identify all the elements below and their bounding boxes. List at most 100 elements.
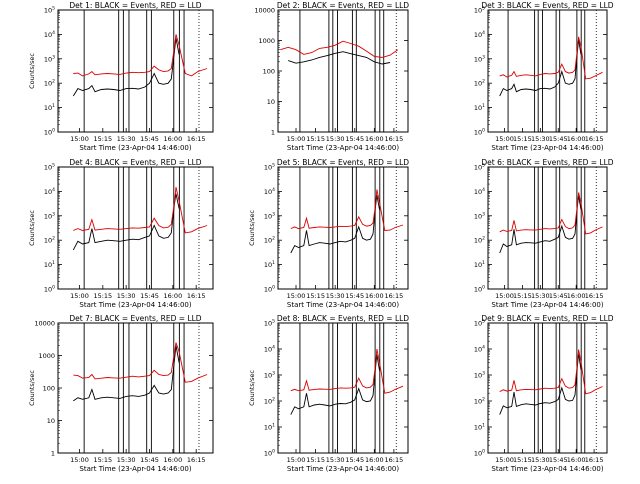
panel-title: Det 1: BLACK = Events, RED = LLD [69, 1, 201, 10]
panel-2: Det 2: BLACK = Events, RED = LLD 1 10 100 10… [254, 1, 409, 152]
x-tick-label: 16:15 [585, 292, 604, 300]
y-tick-label: 10000 [34, 320, 55, 328]
y-tick-label: 101 [474, 423, 485, 432]
y-tick-label: 100 [264, 449, 275, 458]
plot-frame [57, 322, 214, 454]
y-tick-label: 102 [474, 397, 485, 406]
y-tick-label: 101 [264, 260, 275, 269]
y-tick-label: 103 [474, 371, 485, 380]
y-tick-label: 100 [264, 285, 275, 294]
x-tick-label: 16:00 [365, 456, 384, 464]
x-tick-label: 15:45 [345, 292, 364, 300]
y-tick-label: 1000 [258, 37, 275, 45]
plot-frame [487, 322, 608, 454]
x-axis-label: Start Time (23-Apr-04 14:46:00) [491, 465, 603, 473]
series-line-events [499, 39, 582, 97]
y-tick-label: 10000 [254, 7, 275, 15]
y-tick-label: 100 [474, 128, 485, 137]
y-tick-label: 102 [264, 397, 275, 406]
x-tick-label: 15:45 [549, 135, 568, 143]
y-tick-label: 102 [44, 79, 55, 88]
y-tick-label: 104 [264, 345, 275, 354]
x-tick-label: 16:15 [585, 135, 604, 143]
y-tick-label: 101 [44, 260, 55, 269]
x-tick-label: 15:00 [287, 456, 306, 464]
y-axis-label: Counts/sec [28, 370, 36, 406]
y-tick-label: 103 [474, 211, 485, 220]
plot-frame [487, 9, 608, 133]
series-line-lld [280, 40, 399, 58]
x-tick-label: 15:00 [70, 135, 89, 143]
series-line-lld [73, 187, 208, 234]
series-line-lld [499, 36, 603, 80]
y-tick-label: 100 [263, 68, 275, 76]
y-tick-label: 1000 [38, 352, 55, 360]
panel-9: Det 9: BLACK = Events, RED = LLD 100 101 10… [474, 314, 614, 473]
y-tick-label: 105 [474, 6, 485, 15]
x-tick-label: 15:15 [513, 292, 532, 300]
panel-8: Det 8: BLACK = Events, RED = LLD 100 101 10… [248, 314, 409, 473]
plot-frame [277, 166, 409, 290]
panel-7: Det 7: BLACK = Events, RED = LLD 1 10 100 10… [28, 314, 214, 473]
x-tick-label: 16:00 [163, 456, 182, 464]
series-line-lld [290, 189, 404, 231]
panel-4: Det 4: BLACK = Events, RED = LLD 100 101 10… [28, 158, 214, 309]
y-tick-label: 105 [44, 163, 55, 172]
x-tick-label: 15:00 [495, 135, 514, 143]
series-line-lld [73, 342, 208, 383]
series-line-events [72, 193, 180, 251]
x-tick-label: 15:15 [93, 456, 112, 464]
x-tick-label: 16:00 [365, 292, 384, 300]
y-axis-label: Counts/sec [248, 370, 256, 406]
x-tick-label: 15:15 [306, 292, 325, 300]
y-tick-label: 10 [47, 417, 55, 425]
x-tick-label: 15:30 [531, 135, 550, 143]
panel-title: Det 7: BLACK = Events, RED = LLD [69, 314, 201, 323]
panel-title: Det 5: BLACK = Events, RED = LLD [277, 158, 409, 167]
plot-frame [57, 9, 214, 133]
y-tick-label: 1 [51, 450, 55, 458]
x-tick-label: 15:30 [326, 456, 345, 464]
x-tick-label: 15:30 [117, 292, 136, 300]
plot-frame [487, 166, 608, 290]
series-line-lld [290, 348, 404, 394]
y-tick-label: 100 [43, 385, 55, 393]
y-tick-label: 102 [264, 236, 275, 245]
x-tick-label: 15:30 [531, 292, 550, 300]
x-tick-label: 15:30 [531, 456, 550, 464]
x-tick-label: 15:00 [287, 292, 306, 300]
x-axis-label: Start Time (23-Apr-04 14:46:00) [491, 301, 603, 309]
panel-title: Det 8: BLACK = Events, RED = LLD [277, 314, 409, 323]
x-tick-label: 16:15 [585, 456, 604, 464]
y-tick-label: 104 [474, 30, 485, 39]
x-tick-label: 16:15 [385, 456, 404, 464]
y-tick-label: 105 [264, 319, 275, 328]
x-axis-label: Start Time (23-Apr-04 14:46:00) [287, 465, 399, 473]
x-tick-label: 15:00 [287, 135, 306, 143]
y-axis-label: Counts/sec [28, 53, 36, 89]
x-tick-label: 16:00 [567, 456, 586, 464]
x-tick-label: 15:00 [495, 292, 514, 300]
x-tick-label: 16:15 [187, 456, 206, 464]
panel-title: Det 9: BLACK = Events, RED = LLD [481, 314, 613, 323]
y-tick-label: 100 [44, 128, 55, 137]
panel-title: Det 3: BLACK = Events, RED = LLD [481, 1, 613, 10]
x-axis-label: Start Time (23-Apr-04 14:46:00) [79, 301, 191, 309]
panel-title: Det 6: BLACK = Events, RED = LLD [481, 158, 613, 167]
x-axis-label: Start Time (23-Apr-04 14:46:00) [79, 144, 191, 152]
x-tick-label: 15:30 [117, 456, 136, 464]
y-tick-label: 105 [264, 163, 275, 172]
x-tick-label: 15:15 [513, 456, 532, 464]
x-tick-label: 15:30 [326, 135, 345, 143]
series-line-events [290, 354, 380, 415]
y-tick-label: 104 [474, 187, 485, 196]
panel-5: Det 5: BLACK = Events, RED = LLD 100 101 10… [248, 158, 409, 309]
y-tick-label: 103 [44, 211, 55, 220]
y-tick-label: 102 [474, 79, 485, 88]
x-axis-label: Start Time (23-Apr-04 14:46:00) [79, 465, 191, 473]
y-tick-label: 103 [264, 211, 275, 220]
x-tick-label: 15:00 [70, 292, 89, 300]
plot-frame [277, 322, 409, 454]
series-line-events [499, 195, 582, 254]
x-axis-label: Start Time (23-Apr-04 14:46:00) [491, 144, 603, 152]
